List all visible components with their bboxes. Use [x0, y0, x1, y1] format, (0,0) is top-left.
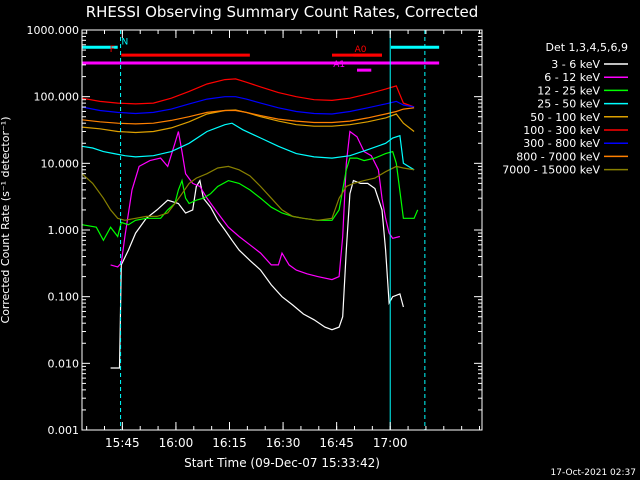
- series-line-8: [81, 165, 415, 221]
- legend-label: 3 - 6 keV: [551, 58, 600, 71]
- y-tick-label: 10.000: [41, 157, 80, 170]
- mode-bar-label: A0: [355, 45, 367, 55]
- legend-label: 100 - 300 keV: [523, 124, 600, 137]
- y-axis: 1000.000 100.000 10.000 1.000 0.100 0.010 0.00…: [27, 24, 482, 437]
- x-axis: 15:45 16:00 16:15 16:30 16:45 17:00: [86, 30, 480, 450]
- series-line-2: [81, 150, 419, 242]
- series-line-5: [81, 78, 415, 108]
- x-tick-label: 16:00: [159, 436, 194, 450]
- plot-frame: [81, 29, 483, 431]
- x-tick-label: 16:45: [319, 436, 354, 450]
- legend-label: 7000 - 15000 keV: [502, 164, 600, 177]
- series-line-7: [81, 107, 415, 125]
- x-axis-label: Start Time (09-Dec-07 15:33:42): [184, 456, 380, 470]
- y-tick-label: 0.100: [48, 291, 80, 304]
- x-tick-label: 16:15: [212, 436, 247, 450]
- chart-title: RHESSI Observing Summary Count Rates, Co…: [86, 3, 479, 21]
- vlines-layer: [81, 30, 426, 430]
- x-tick-label: 16:30: [266, 436, 301, 450]
- series-line-6: [81, 96, 415, 115]
- legend-label: 50 - 100 keV: [530, 111, 600, 124]
- y-tick-label: 100.000: [34, 91, 80, 104]
- series-line-1: [110, 130, 401, 281]
- legend-label: 25 - 50 keV: [537, 98, 600, 111]
- timestamp: 17-Oct-2021 02:37: [551, 468, 636, 478]
- legend-title: Det 1,3,4,5,6,9: [545, 41, 628, 54]
- series-line-3: [81, 122, 415, 171]
- series-line-0: [110, 178, 404, 369]
- legend-label: 800 - 7000 keV: [516, 150, 600, 163]
- x-tick-label: 17:00: [373, 436, 408, 450]
- x-tick-label: 15:45: [105, 436, 140, 450]
- y-tick-label: 1000.000: [27, 24, 80, 37]
- y-axis-label: Corrected Count Rate (s⁻¹ detector⁻¹): [0, 117, 12, 324]
- y-tick-label: 0.010: [48, 357, 80, 370]
- bars-layer: NF A0 A1: [82, 37, 440, 72]
- y-tick-label: 1.000: [48, 224, 80, 237]
- mode-bar-label: F: [110, 45, 115, 55]
- y-tick-label: 0.001: [48, 424, 80, 437]
- series-layer: [81, 78, 419, 369]
- legend-label: 6 - 12 keV: [544, 71, 600, 84]
- mode-bar-label: N: [121, 37, 128, 47]
- mode-bar-label: A1: [333, 60, 345, 70]
- legend-label: 12 - 25 keV: [537, 84, 600, 97]
- legend-label: 300 - 800 keV: [523, 137, 600, 150]
